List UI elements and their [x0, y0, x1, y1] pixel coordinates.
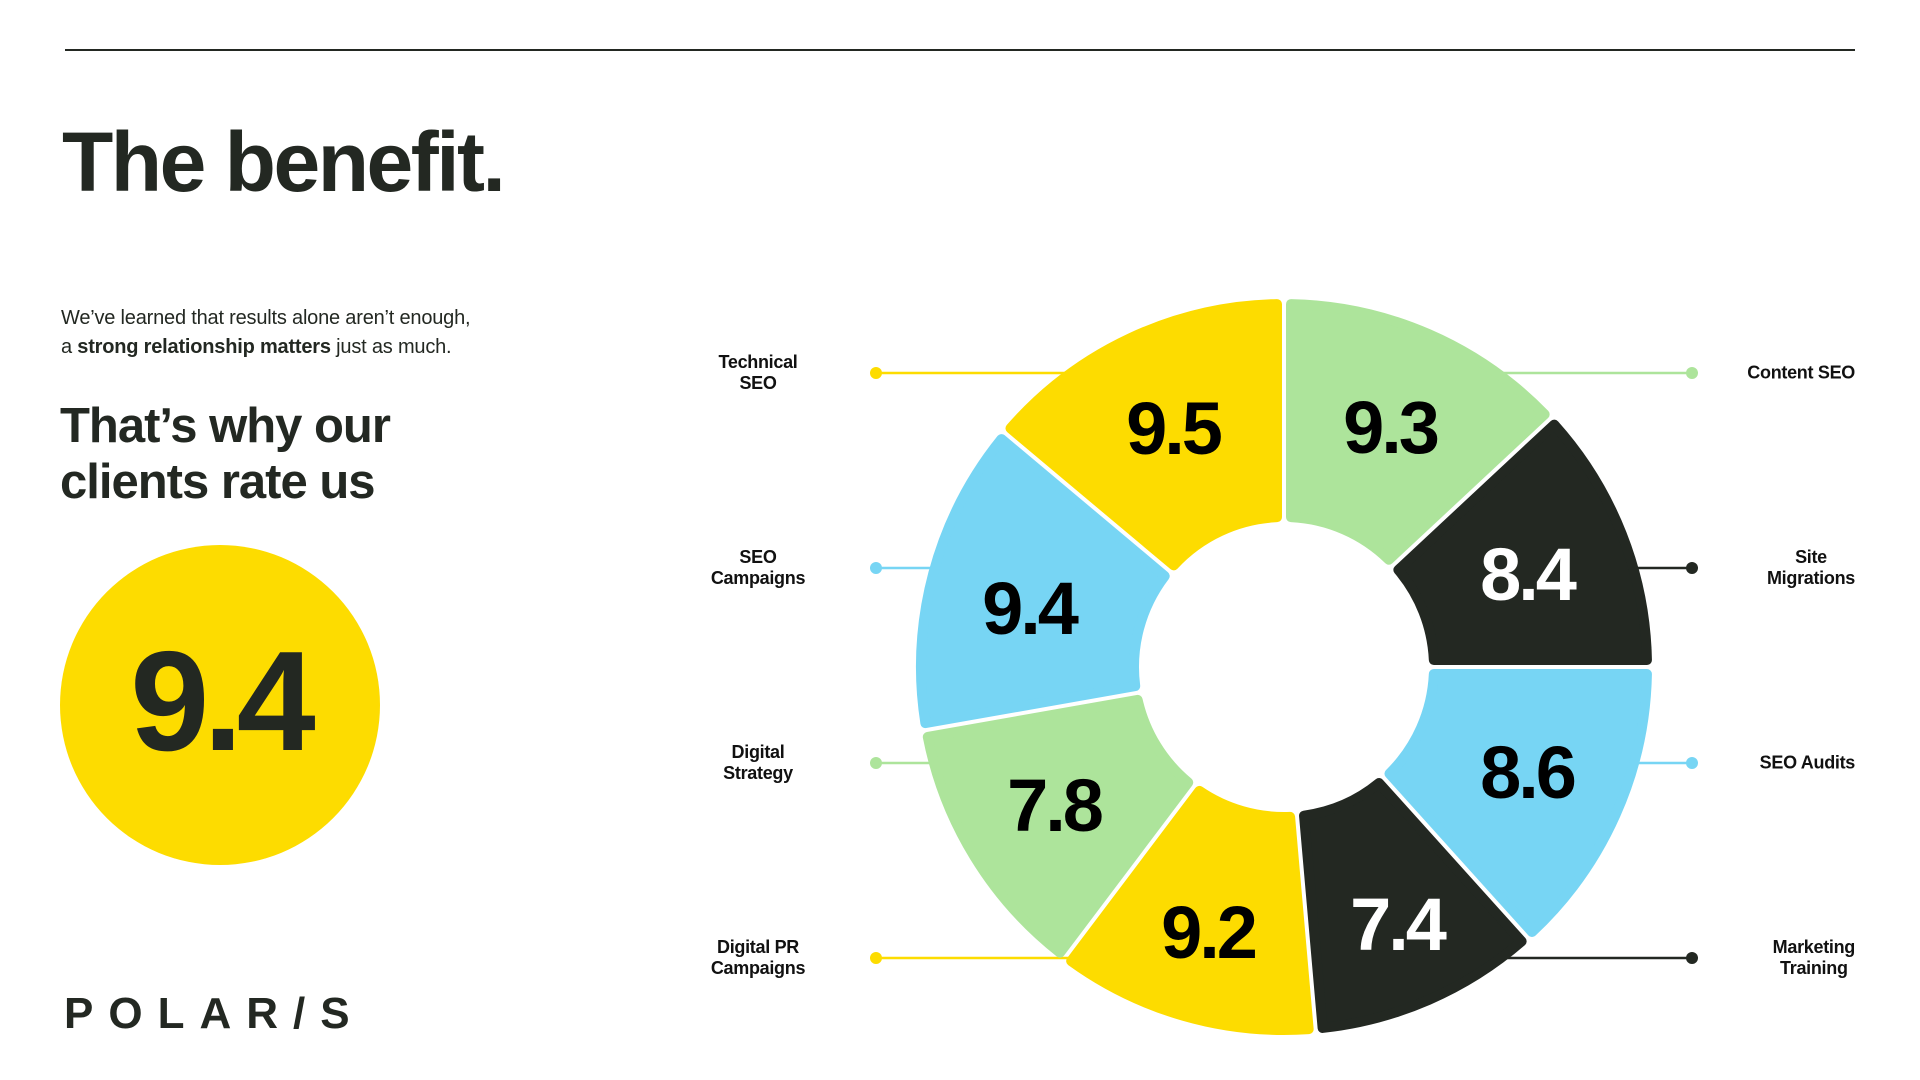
polaris-logo: POLAR/S	[64, 989, 365, 1038]
donut-segment-marketing-training[interactable]	[1299, 778, 1527, 1033]
rating-heading-line-2: clients rate us	[60, 455, 376, 509]
category-label-site-migrations: Site Migrations	[1767, 547, 1855, 589]
segment-value-seo-audits: 8.6	[1480, 731, 1575, 814]
category-label-line: SEO Audits	[1759, 752, 1856, 773]
intro-text: We’ve learned that results alone aren’t …	[61, 304, 471, 362]
category-label-line: Marketing	[1772, 937, 1856, 957]
connector-dot-seo-campaigns	[870, 562, 882, 574]
category-label-digital-pr-campaigns: Digital PR Campaigns	[710, 937, 806, 979]
category-label-line: Digital PR	[716, 937, 800, 957]
segment-value-digital-strategy: 7.8	[1007, 764, 1102, 847]
category-label-line: Content SEO	[1747, 362, 1855, 383]
category-label-line: Training	[1780, 958, 1848, 978]
category-label-technical-seo: Technical SEO	[719, 352, 798, 394]
category-label-line: SEO	[739, 547, 777, 567]
donut-segment-digital-strategy[interactable]	[922, 694, 1194, 958]
page-title: The benefit.	[62, 115, 506, 209]
segment-value-marketing-training: 7.4	[1350, 883, 1447, 966]
donut-segment-technical-seo[interactable]	[1005, 299, 1282, 571]
overall-score-value: 9.4	[130, 622, 315, 781]
donut-segment-content-seo[interactable]	[1286, 299, 1550, 565]
category-label-marketing-training: Marketing Training	[1772, 937, 1856, 979]
category-label-line: Site	[1795, 547, 1827, 567]
segment-value-seo-campaigns: 9.4	[982, 567, 1079, 650]
connector-dot-digital-pr-campaigns	[870, 952, 882, 964]
category-label-line: Campaigns	[710, 958, 806, 978]
overall-score-badge: 9.4	[60, 545, 380, 865]
category-label-seo-campaigns: SEO Campaigns	[710, 547, 806, 589]
donut-segment-digital-pr-campaigns[interactable]	[1066, 785, 1314, 1035]
donut-segment-seo-audits[interactable]	[1384, 669, 1652, 938]
donut-segments	[916, 299, 1652, 1035]
intro-line-2-prefix: a	[61, 336, 78, 358]
top-divider	[65, 49, 1855, 51]
intro-line-1: We’ve learned that results alone aren’t …	[61, 307, 471, 329]
connector-dot-site-migrations	[1686, 562, 1698, 574]
segment-value-technical-seo: 9.5	[1126, 387, 1222, 470]
category-label-line: Digital	[731, 742, 785, 762]
donut-segment-site-migrations[interactable]	[1393, 419, 1652, 665]
segment-value-content-seo: 9.3	[1343, 386, 1438, 469]
category-label-line: Strategy	[723, 763, 793, 783]
connector-dot-marketing-training	[1686, 952, 1698, 964]
connector-dot-digital-strategy	[870, 757, 882, 769]
category-label-line: Campaigns	[710, 568, 806, 588]
intro-emphasis: strong relationship matters	[77, 336, 331, 358]
category-label-line: Migrations	[1766, 568, 1855, 588]
segment-value-site-migrations: 8.4	[1480, 533, 1577, 616]
category-label-content-seo: Content SEO	[1747, 363, 1855, 384]
category-label-line: Technical	[718, 352, 798, 372]
intro-line-2-suffix: just as much.	[330, 336, 452, 358]
category-label-seo-audits: SEO Audits	[1759, 752, 1856, 774]
connector-dot-content-seo	[1686, 367, 1698, 379]
connector-dot-technical-seo	[870, 367, 882, 379]
category-label-line: SEO	[739, 373, 777, 393]
rating-heading-line-1: That’s why our	[60, 399, 391, 453]
rating-heading: That’s why our clients rate us	[60, 398, 480, 510]
donut-segment-seo-campaigns[interactable]	[916, 434, 1170, 729]
connector-dot-seo-audits	[1686, 757, 1698, 769]
segment-value-digital-pr-campaigns: 9.2	[1161, 891, 1256, 974]
category-label-digital-strategy: Digital Strategy	[723, 742, 793, 784]
segment-values: 9.3 8.4 8.6 7.4 9.2 7.8 9.4 9.5	[982, 386, 1580, 974]
